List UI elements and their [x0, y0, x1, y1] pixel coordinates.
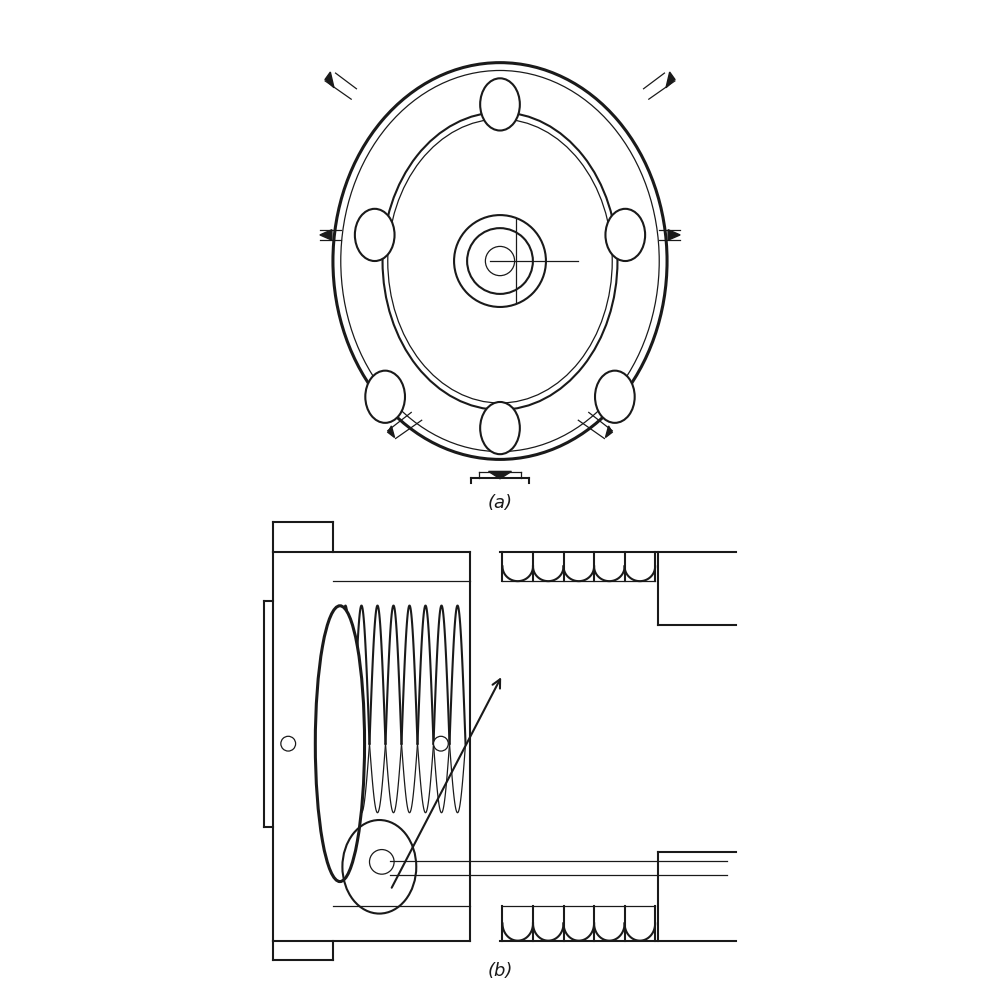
Circle shape [434, 737, 448, 751]
Text: (a): (a) [488, 493, 512, 511]
Polygon shape [668, 230, 680, 240]
Ellipse shape [355, 209, 395, 261]
Polygon shape [666, 72, 675, 88]
Ellipse shape [365, 370, 405, 423]
Circle shape [281, 737, 296, 751]
Ellipse shape [315, 606, 365, 882]
Polygon shape [388, 426, 395, 437]
Text: (b): (b) [487, 962, 513, 980]
Ellipse shape [480, 78, 520, 130]
Polygon shape [489, 472, 511, 479]
Polygon shape [605, 426, 612, 437]
Polygon shape [320, 230, 332, 240]
Polygon shape [325, 72, 334, 88]
Ellipse shape [605, 209, 645, 261]
Ellipse shape [480, 402, 520, 454]
Ellipse shape [595, 370, 635, 423]
